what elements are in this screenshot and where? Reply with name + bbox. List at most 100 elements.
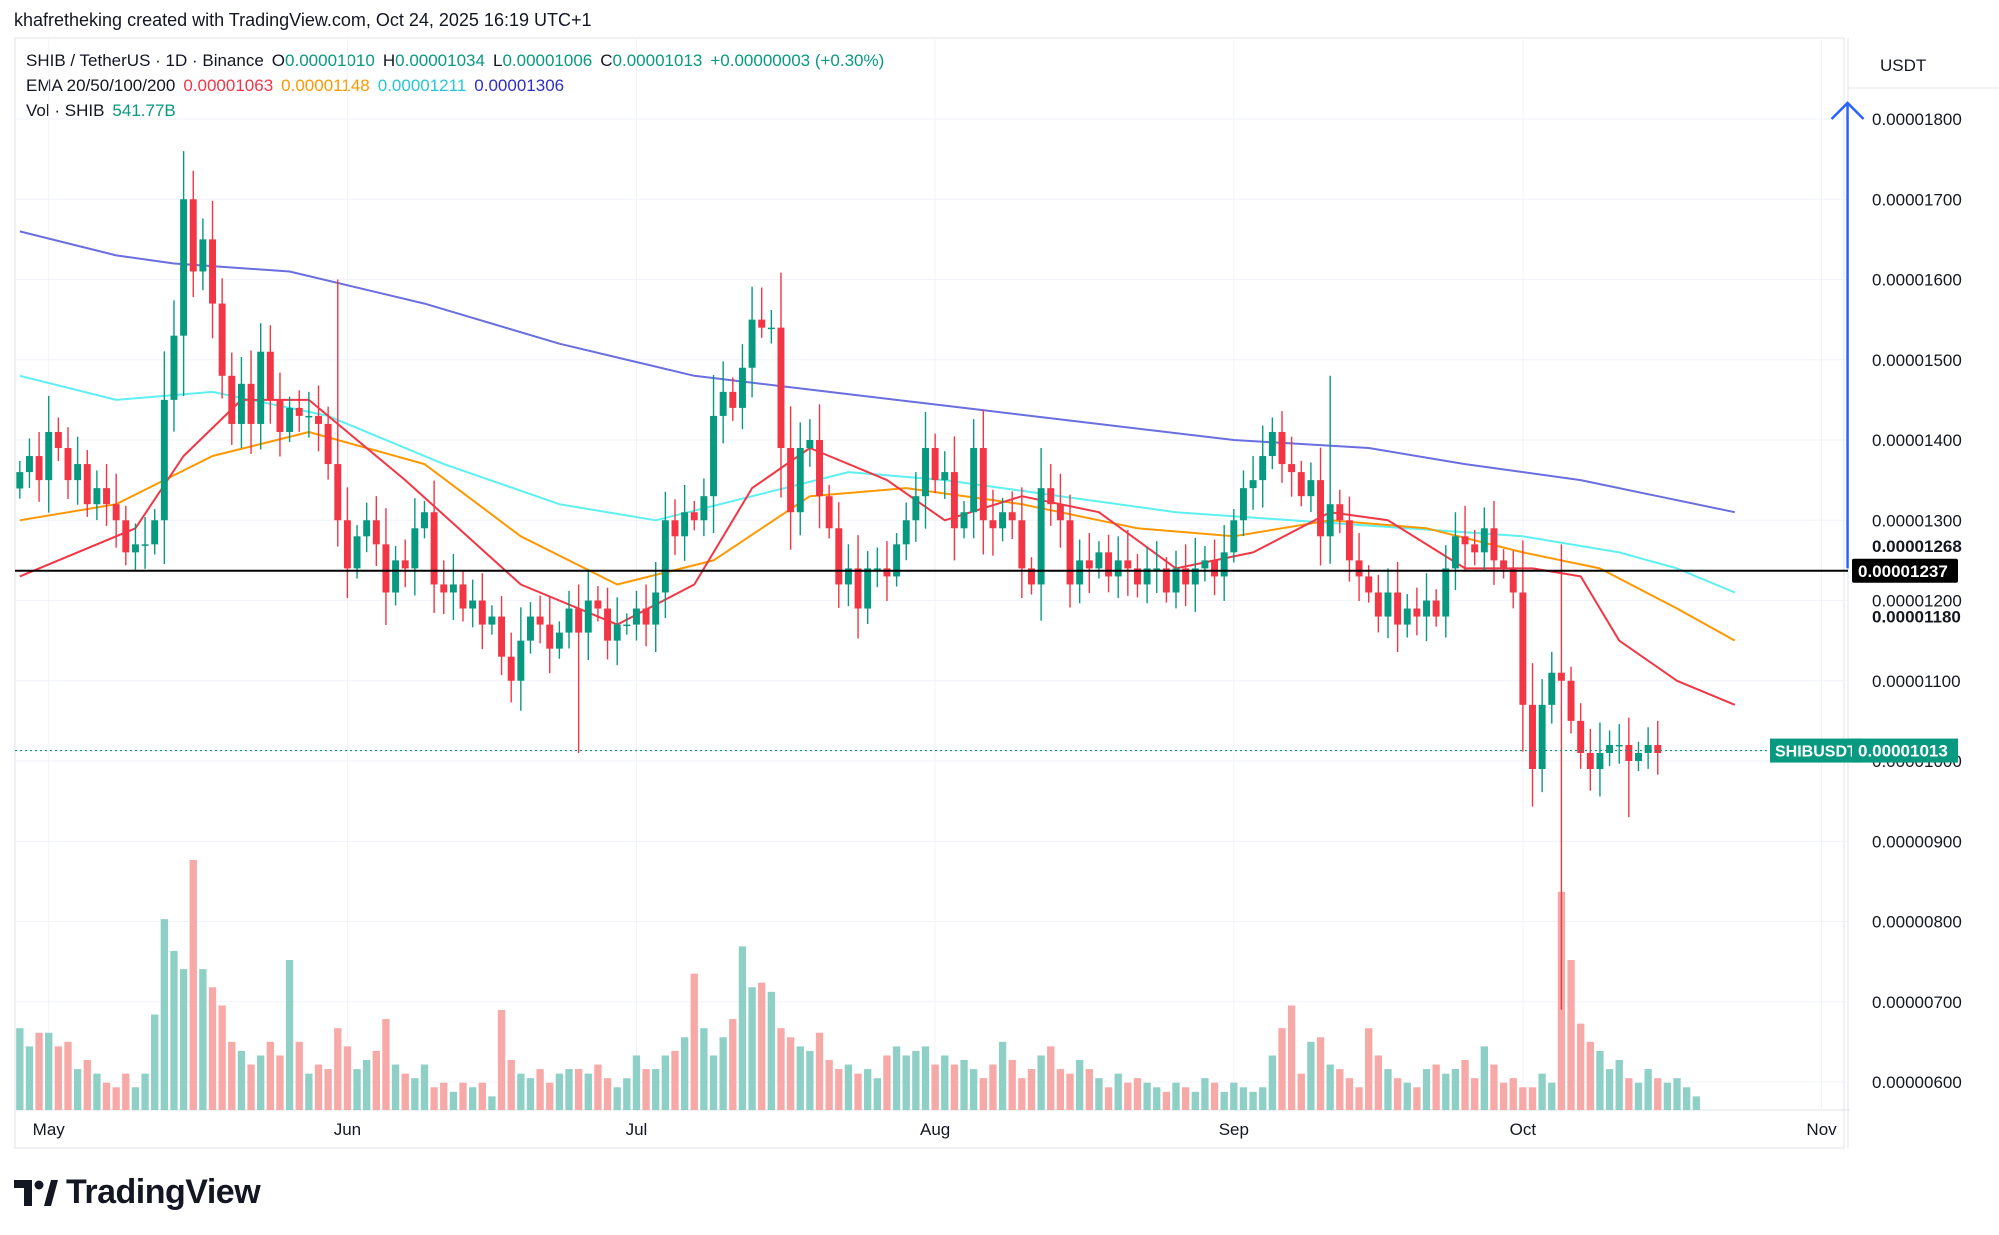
candle-body	[931, 448, 939, 481]
candle	[806, 419, 814, 467]
volume-bar	[632, 1055, 641, 1110]
candle-body	[401, 560, 409, 569]
candle-body	[1085, 560, 1093, 569]
candle-body	[1403, 608, 1411, 625]
candle	[1162, 557, 1170, 603]
candle-body	[719, 391, 727, 416]
candle-body	[1230, 520, 1238, 553]
candle-body	[1519, 592, 1527, 705]
x-tick-label: Sep	[1219, 1120, 1249, 1139]
candle	[1577, 703, 1585, 769]
candle-body	[1297, 472, 1305, 497]
candle	[170, 300, 178, 432]
candle-body	[864, 568, 872, 609]
candle	[729, 377, 737, 421]
candle	[1519, 540, 1527, 752]
candle	[546, 597, 554, 674]
candle-body	[237, 383, 245, 424]
candle	[671, 499, 679, 556]
volume-bar	[931, 1064, 939, 1110]
candle-body	[498, 616, 506, 657]
volume-bar	[1259, 1087, 1267, 1110]
volume-bar	[1162, 1091, 1171, 1110]
tradingview-logo-icon	[14, 1179, 58, 1206]
candle	[180, 151, 188, 396]
legend-o-label: O	[271, 51, 286, 70]
candle	[1625, 717, 1633, 818]
candle	[1423, 573, 1430, 642]
y-tick-label: 0.00001300	[1872, 511, 1962, 530]
volume-bar	[613, 1087, 621, 1110]
volume-bar	[825, 1060, 833, 1110]
candle	[941, 451, 949, 499]
candle-body	[1480, 528, 1488, 553]
volume-bar	[1037, 1055, 1045, 1110]
legend-symbol[interactable]: SHIB / TetherUS · 1D · Binance	[26, 51, 264, 70]
candle	[1288, 436, 1296, 497]
candle-body	[1201, 560, 1209, 569]
candle-body	[1500, 560, 1508, 569]
candle	[199, 218, 207, 291]
candle	[787, 406, 795, 550]
candle-body	[1625, 744, 1633, 761]
candle-body	[160, 399, 168, 521]
volume-bar	[1268, 1055, 1277, 1110]
volume-bar	[1124, 1082, 1132, 1110]
legend-ema-label[interactable]: EMA 20/50/100/200	[26, 76, 176, 95]
tradingview-logo[interactable]: TradingView	[14, 1173, 261, 1212]
candle-body	[1345, 520, 1353, 561]
legend-high: 0.00001034	[395, 51, 485, 70]
volume-bar	[902, 1055, 910, 1110]
candle-body	[469, 600, 477, 609]
volume-bar	[1172, 1082, 1180, 1110]
candle-series	[16, 151, 1662, 1010]
volume-bar	[1056, 1069, 1065, 1110]
candle	[488, 605, 496, 635]
legend-open: 0.00001010	[285, 51, 375, 70]
candle	[1635, 741, 1642, 772]
candle-body	[729, 391, 737, 408]
legend-vol-label[interactable]: Vol · SHIB	[26, 101, 105, 120]
volume-bar	[555, 1073, 564, 1110]
candle-body	[334, 464, 342, 521]
candle-body	[710, 415, 718, 497]
candle-body	[854, 568, 862, 609]
volume-bar	[1355, 1087, 1363, 1110]
candle-body	[372, 520, 380, 545]
candle	[796, 422, 804, 536]
candle	[363, 502, 371, 553]
volume-bar	[1663, 1082, 1672, 1110]
candle	[1606, 730, 1614, 766]
candle-body	[796, 448, 804, 513]
volume-bar	[1682, 1087, 1691, 1110]
volume-bar	[526, 1078, 535, 1110]
volume-bar	[35, 1032, 43, 1110]
candle-body	[1336, 504, 1344, 521]
volume-bar	[1528, 1087, 1537, 1110]
volume-bar	[873, 1078, 881, 1110]
candle	[1586, 728, 1594, 791]
candle-body	[1162, 568, 1170, 593]
candle	[257, 323, 265, 450]
volume-bar	[1567, 960, 1575, 1110]
candle-body	[555, 632, 563, 649]
volume-bar	[1201, 1078, 1209, 1110]
volume-bar	[1644, 1069, 1652, 1110]
candle-body	[1413, 608, 1421, 617]
candle-body	[700, 496, 708, 521]
extra-price-label: 0.00001268	[1872, 537, 1962, 556]
candle-body	[844, 568, 852, 585]
candle	[1644, 727, 1652, 769]
volume-bar	[719, 1037, 727, 1110]
y-tick-label: 0.00001400	[1872, 431, 1962, 450]
volume-bar	[488, 1096, 496, 1110]
volume-bar	[1480, 1046, 1488, 1110]
volume-bar	[748, 987, 756, 1110]
volume-bar	[170, 950, 178, 1110]
legend-ema20: 0.00001063	[183, 76, 274, 95]
candle	[1529, 663, 1536, 807]
candle-body	[83, 464, 91, 505]
volume-bar	[372, 1050, 380, 1110]
candle-body	[1432, 600, 1440, 617]
